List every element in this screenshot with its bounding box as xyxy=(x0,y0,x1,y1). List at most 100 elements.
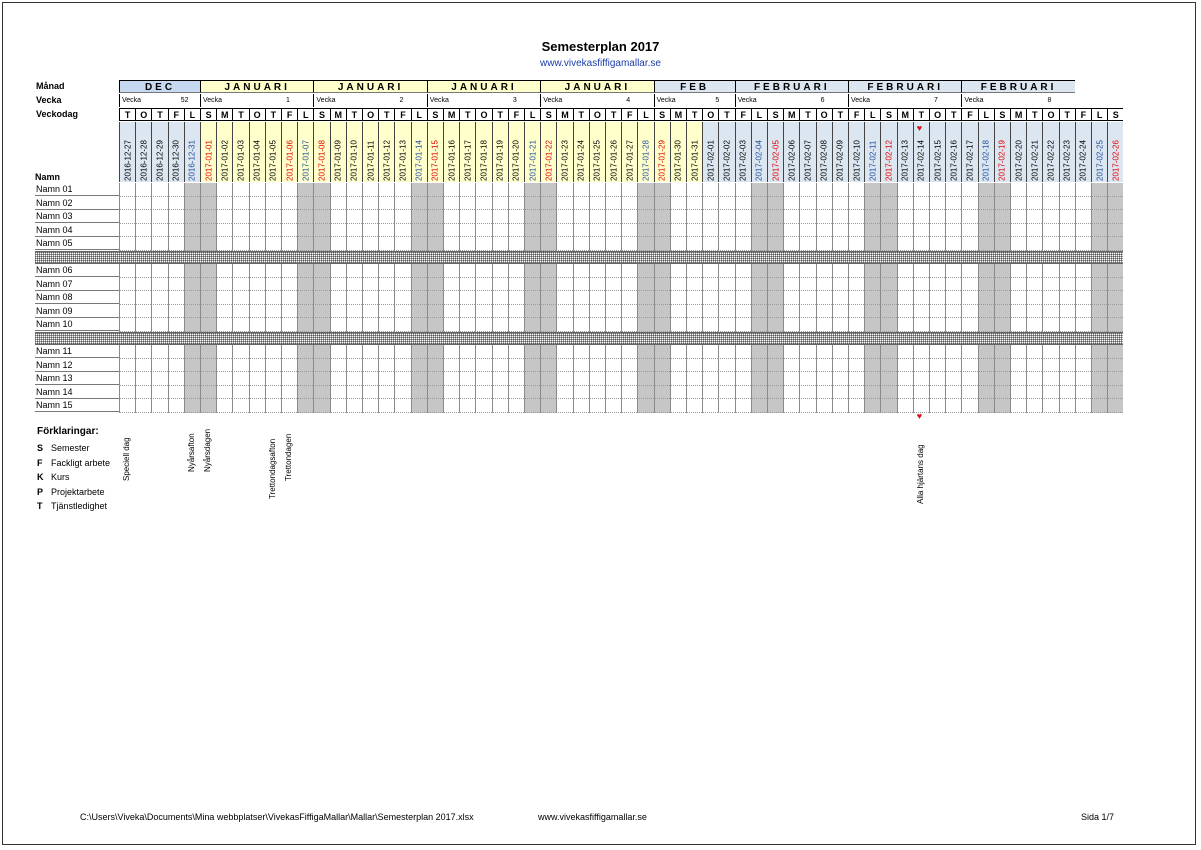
plan-cell[interactable] xyxy=(669,385,686,399)
plan-cell[interactable] xyxy=(345,304,362,318)
plan-cell[interactable] xyxy=(588,291,605,305)
plan-cell[interactable] xyxy=(669,196,686,210)
plan-cell[interactable] xyxy=(167,385,184,399)
plan-cell[interactable] xyxy=(183,277,200,291)
plan-cell[interactable] xyxy=(200,264,217,278)
plan-cell[interactable] xyxy=(394,318,411,332)
plan-cell[interactable] xyxy=(443,358,460,372)
plan-cell[interactable] xyxy=(961,237,978,251)
plan-cell[interactable] xyxy=(848,318,865,332)
plan-cell[interactable] xyxy=(783,385,800,399)
plan-cell[interactable] xyxy=(653,291,670,305)
plan-cell[interactable] xyxy=(491,277,508,291)
plan-cell[interactable] xyxy=(119,210,136,224)
plan-cell[interactable] xyxy=(540,399,557,413)
plan-cell[interactable] xyxy=(1010,304,1027,318)
plan-cell[interactable] xyxy=(459,372,476,386)
plan-cell[interactable] xyxy=(912,385,929,399)
plan-cell[interactable] xyxy=(443,223,460,237)
plan-cell[interactable] xyxy=(848,277,865,291)
plan-cell[interactable] xyxy=(1010,237,1027,251)
plan-cell[interactable] xyxy=(637,223,654,237)
plan-cell[interactable] xyxy=(410,399,427,413)
plan-cell[interactable] xyxy=(378,318,395,332)
plan-cell[interactable] xyxy=(507,318,524,332)
plan-cell[interactable] xyxy=(702,399,719,413)
plan-cell[interactable] xyxy=(961,183,978,197)
plan-cell[interactable] xyxy=(151,358,168,372)
plan-cell[interactable] xyxy=(264,210,281,224)
plan-cell[interactable] xyxy=(281,372,298,386)
plan-cell[interactable] xyxy=(264,345,281,359)
plan-cell[interactable] xyxy=(524,399,541,413)
plan-cell[interactable] xyxy=(524,304,541,318)
plan-cell[interactable] xyxy=(1074,372,1091,386)
plan-cell[interactable] xyxy=(896,237,913,251)
plan-cell[interactable] xyxy=(119,223,136,237)
plan-cell[interactable] xyxy=(1107,358,1124,372)
plan-cell[interactable] xyxy=(264,358,281,372)
plan-cell[interactable] xyxy=(443,210,460,224)
plan-cell[interactable] xyxy=(1058,345,1075,359)
plan-cell[interactable] xyxy=(1058,223,1075,237)
plan-cell[interactable] xyxy=(1042,385,1059,399)
plan-cell[interactable] xyxy=(475,264,492,278)
plan-cell[interactable] xyxy=(135,372,152,386)
plan-cell[interactable] xyxy=(912,291,929,305)
plan-cell[interactable] xyxy=(297,277,314,291)
plan-cell[interactable] xyxy=(572,385,589,399)
plan-cell[interactable] xyxy=(734,358,751,372)
plan-cell[interactable] xyxy=(653,304,670,318)
plan-cell[interactable] xyxy=(896,358,913,372)
plan-cell[interactable] xyxy=(491,372,508,386)
plan-cell[interactable] xyxy=(183,183,200,197)
plan-cell[interactable] xyxy=(443,399,460,413)
plan-cell[interactable] xyxy=(702,318,719,332)
plan-cell[interactable] xyxy=(248,358,265,372)
plan-cell[interactable] xyxy=(200,196,217,210)
plan-cell[interactable] xyxy=(669,358,686,372)
plan-cell[interactable] xyxy=(1091,385,1108,399)
plan-cell[interactable] xyxy=(896,304,913,318)
plan-cell[interactable] xyxy=(621,372,638,386)
plan-cell[interactable] xyxy=(621,196,638,210)
plan-cell[interactable] xyxy=(993,318,1010,332)
plan-cell[interactable] xyxy=(1091,196,1108,210)
plan-cell[interactable] xyxy=(767,372,784,386)
plan-cell[interactable] xyxy=(1091,318,1108,332)
plan-cell[interactable] xyxy=(864,385,881,399)
plan-cell[interactable] xyxy=(232,291,249,305)
plan-cell[interactable] xyxy=(605,264,622,278)
plan-cell[interactable] xyxy=(750,237,767,251)
plan-cell[interactable] xyxy=(588,223,605,237)
plan-cell[interactable] xyxy=(1074,304,1091,318)
plan-cell[interactable] xyxy=(232,196,249,210)
plan-cell[interactable] xyxy=(605,183,622,197)
plan-cell[interactable] xyxy=(491,304,508,318)
plan-cell[interactable] xyxy=(475,345,492,359)
plan-cell[interactable] xyxy=(329,345,346,359)
plan-cell[interactable] xyxy=(1010,372,1027,386)
plan-cell[interactable] xyxy=(459,318,476,332)
plan-cell[interactable] xyxy=(540,304,557,318)
plan-cell[interactable] xyxy=(183,399,200,413)
plan-cell[interactable] xyxy=(426,318,443,332)
plan-cell[interactable] xyxy=(977,304,994,318)
plan-cell[interactable] xyxy=(783,264,800,278)
plan-cell[interactable] xyxy=(394,358,411,372)
plan-cell[interactable] xyxy=(945,399,962,413)
plan-cell[interactable] xyxy=(426,223,443,237)
plan-cell[interactable] xyxy=(718,345,735,359)
plan-cell[interactable] xyxy=(264,196,281,210)
plan-cell[interactable] xyxy=(394,183,411,197)
plan-cell[interactable] xyxy=(815,237,832,251)
plan-cell[interactable] xyxy=(540,183,557,197)
plan-cell[interactable] xyxy=(378,277,395,291)
plan-cell[interactable] xyxy=(831,223,848,237)
plan-cell[interactable] xyxy=(200,385,217,399)
plan-cell[interactable] xyxy=(556,237,573,251)
plan-cell[interactable] xyxy=(248,291,265,305)
plan-cell[interactable] xyxy=(588,345,605,359)
plan-cell[interactable] xyxy=(993,385,1010,399)
plan-cell[interactable] xyxy=(313,304,330,318)
